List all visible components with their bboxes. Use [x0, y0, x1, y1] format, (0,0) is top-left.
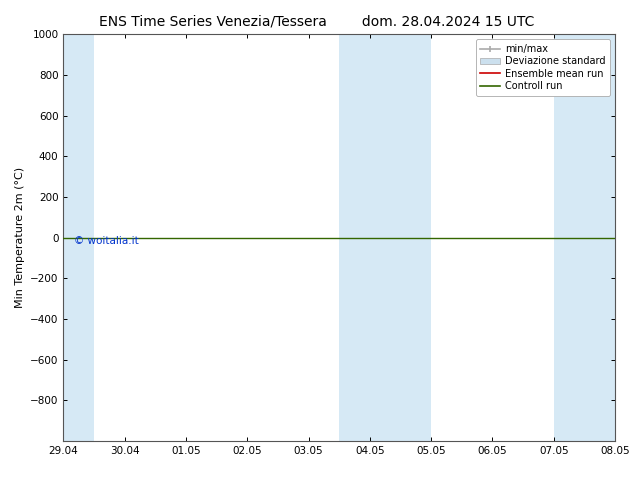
Legend: min/max, Deviazione standard, Ensemble mean run, Controll run: min/max, Deviazione standard, Ensemble m…	[476, 39, 610, 96]
Bar	[553, 34, 634, 441]
Bar	[339, 34, 431, 441]
Bar	[63, 34, 94, 441]
Text: © woitalia.it: © woitalia.it	[74, 236, 139, 245]
Y-axis label: Min Temperature 2m (°C): Min Temperature 2m (°C)	[15, 167, 25, 308]
Text: ENS Time Series Venezia/Tessera        dom. 28.04.2024 15 UTC: ENS Time Series Venezia/Tessera dom. 28.…	[100, 15, 534, 29]
